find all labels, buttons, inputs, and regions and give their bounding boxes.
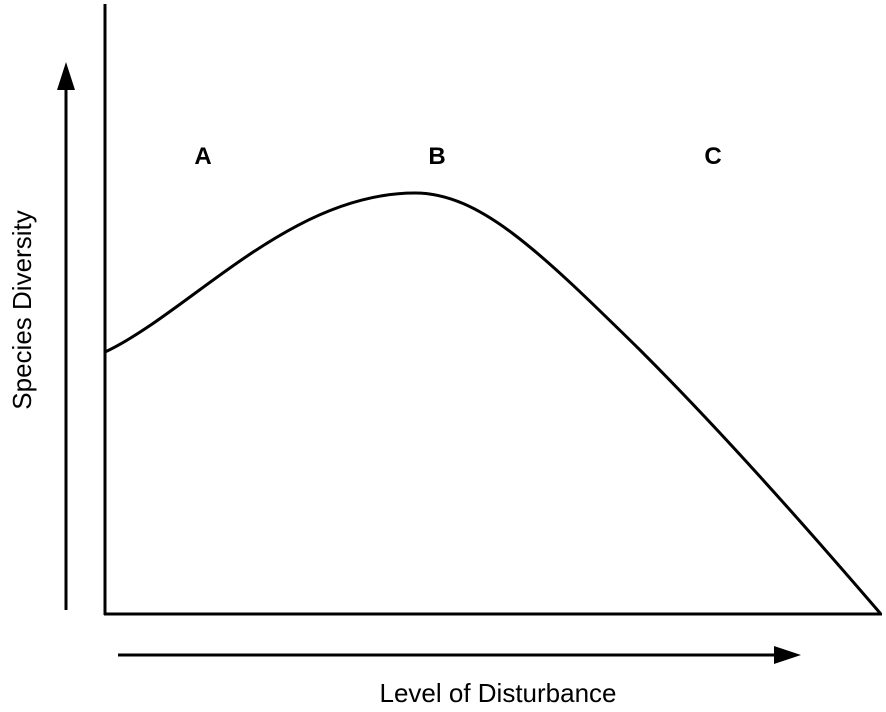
y-arrowhead — [57, 62, 75, 90]
y-axis-label: Species Diversity — [7, 210, 37, 409]
x-arrowhead — [774, 646, 801, 664]
x-axis-label: Level of Disturbance — [379, 678, 616, 708]
region-label: B — [428, 143, 445, 170]
region-label: C — [704, 143, 721, 170]
region-label: A — [194, 143, 211, 170]
diversity-curve — [104, 191, 882, 614]
